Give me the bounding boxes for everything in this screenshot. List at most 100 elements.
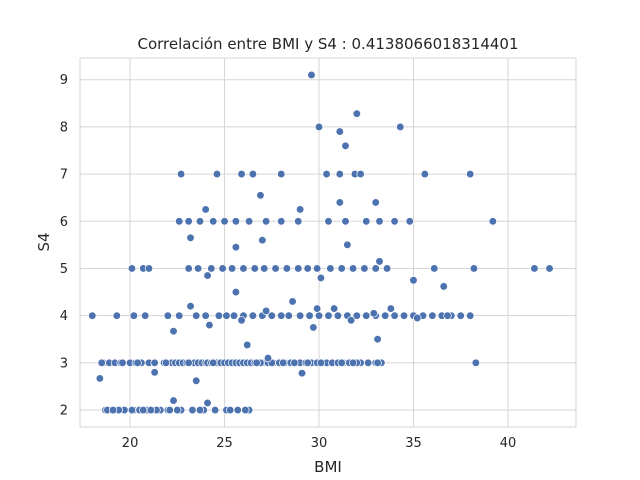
scatter-point: [248, 311, 258, 320]
scatter-point: [348, 264, 358, 273]
scatter-point: [258, 235, 267, 245]
scatter-point: [176, 169, 186, 179]
scatter-point: [360, 264, 369, 273]
scatter-point: [352, 311, 361, 320]
scatter-point: [218, 264, 227, 273]
scatter-point: [295, 205, 305, 214]
data-points: [88, 70, 554, 415]
scatter-point: [312, 304, 322, 313]
scatter-point: [184, 217, 193, 226]
scatter-point: [209, 358, 218, 367]
scatter-point: [248, 169, 258, 179]
scatter-point: [88, 311, 97, 320]
scatter-point: [362, 311, 371, 320]
scatter-point: [396, 122, 405, 132]
scatter-point: [129, 311, 139, 320]
scatter-point: [139, 405, 148, 415]
scatter-point: [488, 217, 498, 226]
scatter-point: [305, 311, 314, 320]
scatter-point: [375, 257, 384, 266]
scatter-point: [112, 311, 121, 320]
scatter-point: [261, 306, 271, 316]
scatter-point: [409, 276, 418, 285]
scatter-point: [278, 358, 288, 367]
y-tick-label: 2: [60, 404, 68, 419]
x-tick-label: 20: [122, 436, 139, 451]
scatter-point: [399, 311, 409, 320]
scatter-point: [195, 405, 205, 415]
scatter-point: [243, 340, 252, 350]
scatter-point: [205, 320, 214, 330]
scatter-point: [222, 311, 231, 320]
scatter-point: [284, 311, 293, 320]
scatter-point: [530, 264, 539, 273]
scatter-point: [201, 311, 210, 320]
scatter-point: [316, 273, 326, 283]
scatter-point: [203, 398, 212, 408]
scatter-point: [108, 405, 118, 415]
x-tick-label: 35: [405, 436, 422, 451]
scatter-point: [150, 358, 159, 367]
scatter-point: [413, 313, 422, 323]
scatter-point: [352, 109, 361, 118]
scatter-point: [369, 309, 378, 318]
scatter-point: [381, 311, 390, 320]
scatter-point: [303, 264, 312, 273]
scatter-point: [233, 405, 242, 415]
scatter-point: [337, 264, 346, 273]
y-axis-label: S4: [35, 232, 53, 251]
scatter-point: [186, 302, 195, 311]
y-tick-label: 5: [60, 262, 68, 277]
scatter-point: [364, 358, 373, 367]
scatter-point: [307, 70, 316, 80]
scatter-point: [207, 264, 216, 273]
scatter-point: [443, 311, 452, 320]
scatter-point: [210, 405, 220, 415]
chart-title: Correlación entre BMI y S4 : 0.413806601…: [137, 35, 518, 53]
scatter-point: [209, 217, 218, 226]
scatter-point: [214, 311, 224, 320]
scatter-point: [133, 358, 142, 367]
x-tick-label: 40: [500, 436, 517, 451]
scatter-point: [386, 304, 395, 313]
scatter-point: [343, 240, 352, 250]
scatter-point: [231, 287, 241, 297]
scatter-point: [373, 358, 382, 367]
scatter-point: [95, 374, 104, 383]
scatter-point: [297, 369, 307, 378]
scatter-point: [261, 217, 271, 226]
scatter-point: [322, 169, 331, 179]
scatter-point: [373, 335, 382, 344]
scatter-point: [314, 122, 324, 132]
scatter-point: [244, 217, 254, 226]
scatter-point: [173, 405, 182, 415]
scatter-point: [141, 311, 150, 320]
scatter-point: [316, 358, 326, 367]
scatter-point: [466, 169, 475, 179]
scatter-point: [277, 311, 286, 320]
scatter-point: [237, 316, 246, 325]
scatter-point: [127, 405, 137, 415]
scatter-point: [186, 233, 195, 242]
scatter-point: [212, 169, 222, 179]
y-tick-label: 7: [60, 168, 68, 183]
scatter-point: [192, 376, 201, 385]
scatter-point: [144, 264, 154, 273]
scatter-point: [390, 217, 399, 226]
scatter-point: [324, 311, 333, 320]
scatter-point: [456, 311, 465, 320]
scatter-point: [271, 264, 280, 273]
scatter-point: [195, 217, 205, 226]
scatter-point: [290, 358, 299, 367]
x-tick-label: 30: [311, 436, 328, 451]
y-tick-label: 3: [60, 356, 68, 371]
scatter-point: [161, 358, 171, 367]
x-tick-label: 25: [216, 436, 233, 451]
x-tick-labels: 20 25 30 35 40: [122, 436, 516, 451]
scatter-point: [326, 264, 335, 273]
scatter-point: [226, 405, 235, 415]
scatter-point: [335, 127, 344, 136]
scatter-point: [382, 264, 392, 273]
scatter-point: [282, 264, 292, 273]
